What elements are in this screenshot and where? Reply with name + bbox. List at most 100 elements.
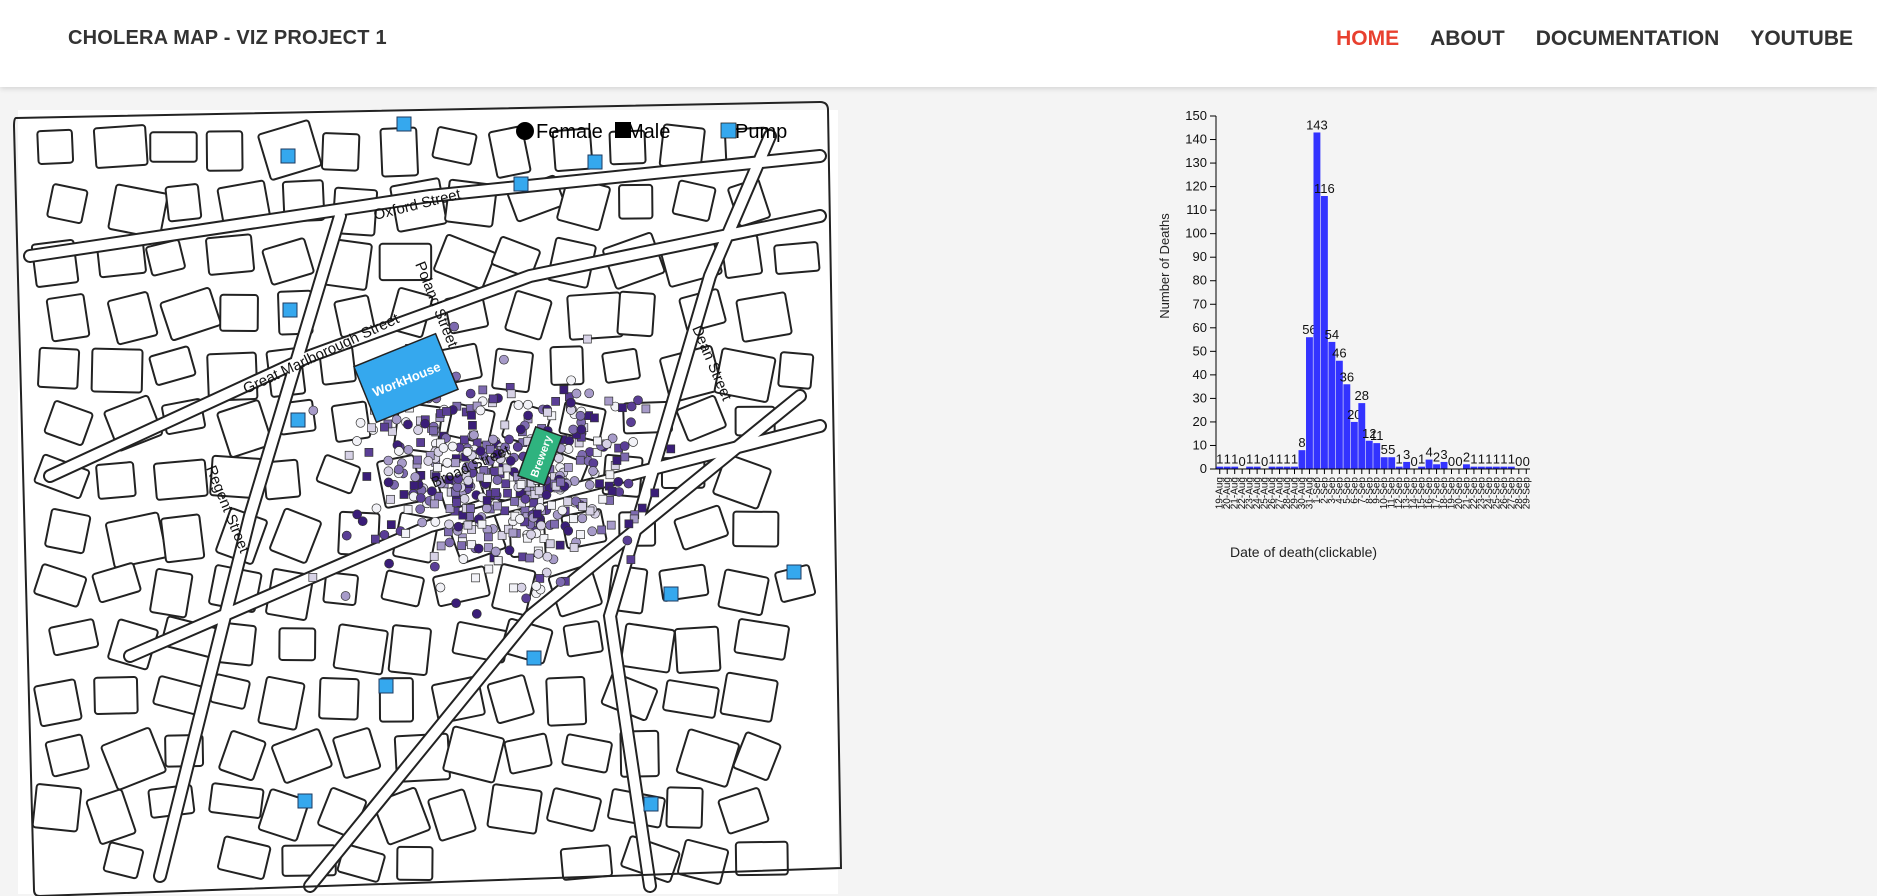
pump-marker[interactable]	[513, 176, 529, 192]
x-tick-label: 1-Sep	[1312, 477, 1323, 504]
x-tick-label: 5-Sep	[1342, 477, 1353, 504]
x-tick-label: 31-Aug	[1304, 477, 1315, 509]
bar-value-label: 1	[1493, 452, 1500, 467]
bar[interactable]	[1500, 466, 1508, 469]
bar[interactable]	[1350, 421, 1358, 469]
bar[interactable]	[1253, 466, 1261, 469]
bar-value-label: 12	[1362, 426, 1376, 441]
bar[interactable]	[1365, 440, 1373, 469]
bar[interactable]	[1216, 466, 1224, 469]
bar[interactable]	[1283, 466, 1291, 469]
bar[interactable]	[1507, 466, 1515, 469]
bar-value-label: 2	[1463, 449, 1470, 464]
bar[interactable]	[1306, 337, 1313, 469]
bar[interactable]	[1291, 466, 1298, 469]
pump-marker[interactable]	[663, 586, 679, 602]
pump-marker[interactable]	[282, 302, 298, 318]
nav-youtube[interactable]: YOUTUBE	[1750, 27, 1853, 50]
pump-marker[interactable]	[378, 678, 394, 694]
nav-documentation[interactable]: DOCUMENTATION	[1535, 27, 1720, 50]
pump-marker[interactable]	[290, 412, 306, 428]
bar[interactable]	[1463, 464, 1470, 469]
bar[interactable]	[1268, 466, 1276, 469]
bar[interactable]	[1485, 466, 1493, 469]
bar-value-label: 1	[1216, 452, 1223, 467]
bar-value-label: 116	[1314, 181, 1335, 196]
bar-value-label: 1	[1276, 452, 1283, 467]
y-tick-label: 100	[1185, 226, 1207, 241]
pump-marker[interactable]	[297, 793, 313, 809]
bar[interactable]	[1395, 466, 1403, 469]
bar[interactable]	[1335, 360, 1343, 469]
pump-marker[interactable]	[396, 116, 412, 132]
bar[interactable]	[1223, 466, 1231, 469]
x-tick-label: 17-Sep	[1432, 477, 1443, 510]
bar[interactable]	[1425, 459, 1433, 469]
x-tick-label: 30-Aug	[1297, 477, 1308, 509]
bar[interactable]	[1403, 461, 1411, 469]
bar[interactable]	[1320, 196, 1328, 469]
x-tick-label: 4-Sep	[1334, 477, 1345, 504]
bar-value-label: 3	[1440, 447, 1447, 462]
bar[interactable]	[1298, 450, 1306, 469]
bar-value-label: 8	[1298, 435, 1305, 450]
x-axis: 19-Aug20-Aug21-Aug22-Aug23-Aug24-Aug25-A…	[1215, 468, 1532, 510]
workhouse-building[interactable]: WorkHouse	[352, 332, 460, 424]
bar[interactable]	[1388, 457, 1396, 469]
bar-value-label: 143	[1306, 117, 1328, 132]
x-tick-label: 11-Sep	[1387, 477, 1398, 509]
nav-menu: HOME ABOUT DOCUMENTATION YOUTUBE	[1305, 27, 1853, 51]
x-tick-label: 12-Sep	[1394, 477, 1405, 510]
pump-marker[interactable]	[786, 564, 802, 580]
bar[interactable]	[1380, 457, 1388, 469]
bar[interactable]	[1433, 464, 1440, 469]
bar-value-label: 36	[1340, 369, 1354, 384]
legend-male-label: Male	[627, 121, 670, 143]
x-tick-label: 25-Aug	[1260, 477, 1271, 509]
legend-female-label: Female	[536, 121, 603, 143]
bar[interactable]	[1328, 341, 1336, 469]
pump-marker[interactable]	[280, 148, 296, 164]
y-tick-label: 80	[1193, 273, 1207, 288]
bar-value-label: 1	[1500, 452, 1507, 467]
x-tick-label: 27-Sep	[1506, 477, 1517, 510]
bar[interactable]	[1313, 132, 1321, 469]
nav-home[interactable]: HOME	[1336, 27, 1400, 50]
y-tick-label: 60	[1193, 320, 1207, 335]
bar-value-label: 1	[1418, 452, 1425, 467]
nav-about[interactable]: ABOUT	[1430, 27, 1505, 50]
bar[interactable]	[1246, 466, 1254, 469]
bar[interactable]	[1358, 403, 1366, 469]
map-legend: Female Male Pump	[516, 121, 787, 143]
bar[interactable]	[1343, 384, 1351, 469]
bar[interactable]	[1492, 466, 1500, 469]
bar-value-label: 0	[1411, 454, 1418, 469]
bar[interactable]	[1440, 461, 1448, 469]
cholera-map[interactable]: WorkHouse Brewery Oxford Street Poland S…	[10, 96, 848, 896]
site-title[interactable]: CHOLERA MAP - VIZ PROJECT 1	[68, 27, 387, 49]
y-axis: 0 10 20 30 40 50 60 70 80 90 100 110 120 130 140 150	[1185, 108, 1217, 476]
bar[interactable]	[1418, 466, 1426, 469]
bar[interactable]	[1470, 466, 1478, 469]
pump-marker[interactable]	[587, 154, 603, 170]
bar-value-label: 1	[1396, 452, 1403, 467]
bar[interactable]	[1231, 466, 1239, 469]
y-tick-label: 150	[1185, 108, 1207, 123]
bar-value-label: 1	[1485, 452, 1492, 467]
bar-value-label: 46	[1332, 346, 1346, 361]
x-tick-label: 8-Sep	[1364, 477, 1375, 504]
legend-pump-icon	[720, 122, 737, 139]
x-tick-label: 28-Aug	[1282, 477, 1293, 509]
bar-value-label: 1	[1231, 452, 1238, 467]
bar[interactable]	[1373, 443, 1381, 469]
bar[interactable]	[1477, 466, 1485, 469]
pump-marker[interactable]	[526, 650, 542, 666]
y-tick-label: 20	[1193, 414, 1207, 429]
x-tick-label: 2-Sep	[1319, 477, 1330, 504]
pump-marker[interactable]	[643, 796, 659, 812]
bar-value-label: 56	[1302, 322, 1316, 337]
y-tick-label: 110	[1186, 202, 1207, 217]
x-tick-label: 10-Sep	[1379, 477, 1390, 510]
bar[interactable]	[1276, 466, 1283, 469]
